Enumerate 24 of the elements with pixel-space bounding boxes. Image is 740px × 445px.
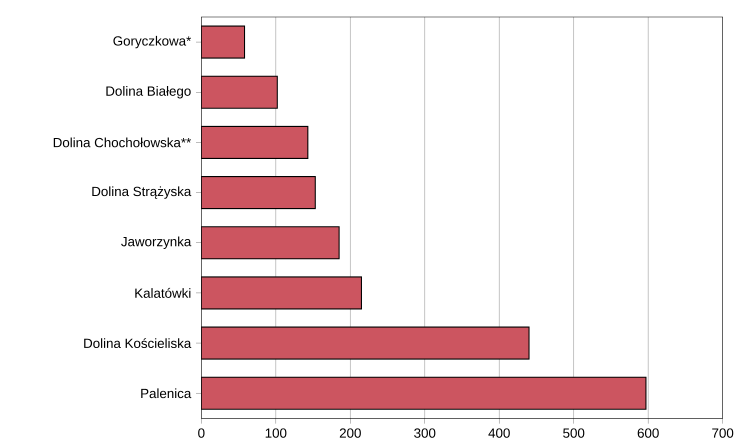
bar: [201, 76, 278, 109]
bar: [201, 126, 308, 159]
x-tick-label: 300: [414, 428, 436, 438]
y-tick-label: Kalatówki: [135, 288, 190, 298]
y-tick-label: Dolina Kościeliska: [84, 338, 192, 348]
x-tick-label: 200: [340, 428, 361, 438]
bar: [201, 226, 340, 260]
y-tick-label: Dolina Strążyska: [92, 186, 192, 199]
bar: [201, 376, 646, 410]
y-tick-label: Palenica: [141, 388, 192, 398]
bar: [201, 176, 316, 210]
bar: [201, 326, 530, 360]
x-tick-label: 400: [488, 428, 510, 438]
y-tick-label: Dolina Białego: [106, 86, 191, 98]
x-tick-label: 600: [638, 428, 659, 438]
y-tick-label: Dolina Chochołowska**: [54, 138, 192, 148]
x-tick-label: 500: [563, 428, 584, 438]
x-tick-label: 700: [712, 428, 734, 438]
y-tick-label: Goryczkowa*: [113, 36, 192, 48]
bar: [201, 276, 362, 310]
x-tick-label: 100: [266, 428, 286, 438]
x-tick-label: 0: [198, 428, 205, 438]
y-tick-label: Jaworzynka: [121, 236, 192, 249]
bar: [201, 26, 246, 59]
